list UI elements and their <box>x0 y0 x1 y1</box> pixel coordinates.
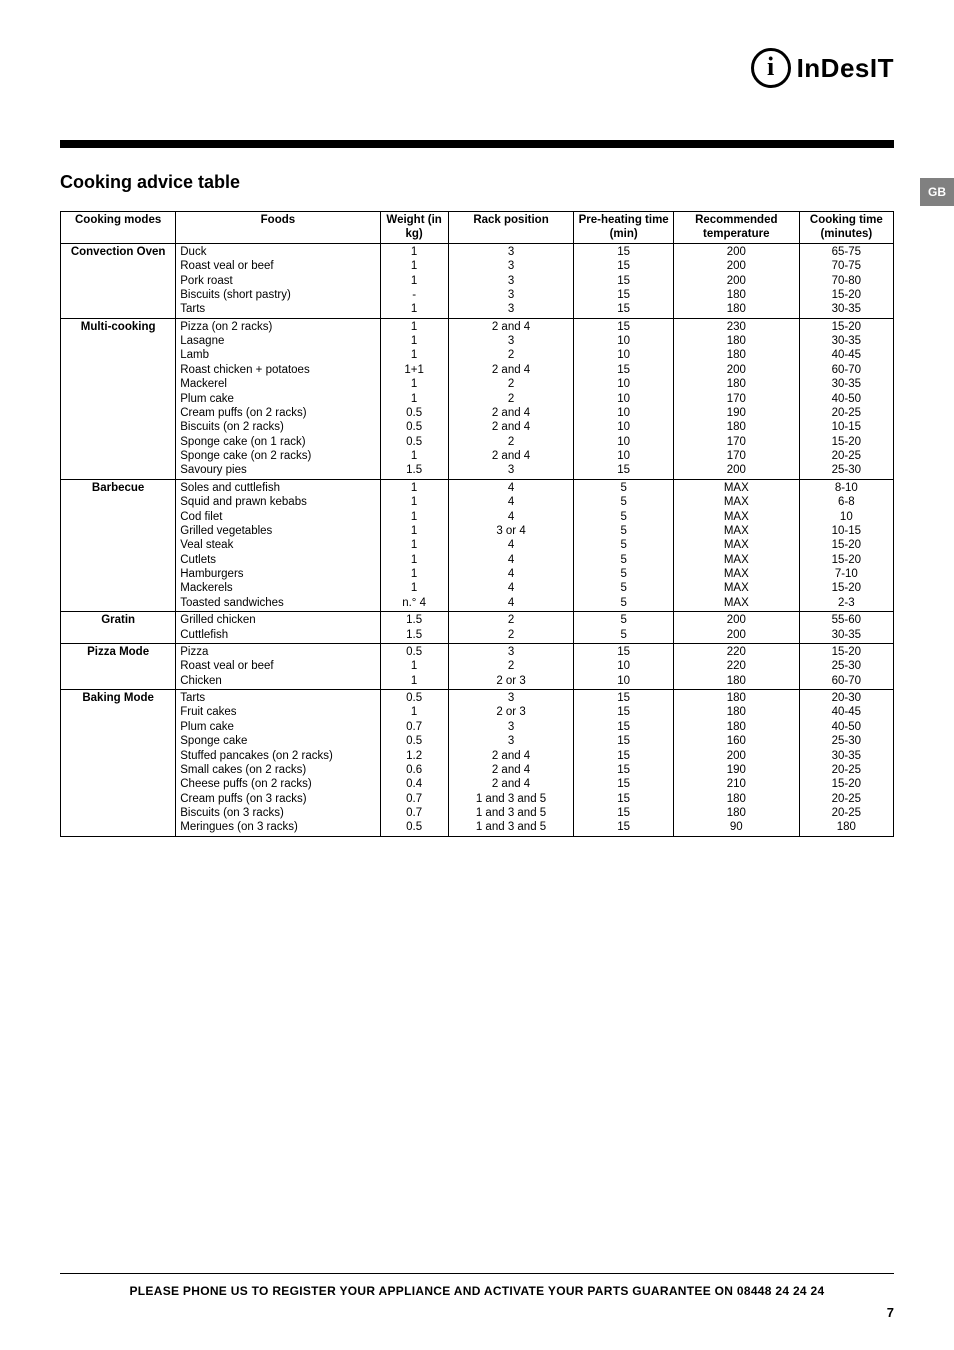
mode-cell: Barbecue <box>61 479 176 611</box>
footer-text: PLEASE PHONE US TO REGISTER YOUR APPLIAN… <box>20 1284 934 1298</box>
time-cell: 15-2030-3540-4560-7030-3540-5020-2510-15… <box>799 318 893 479</box>
preheat-cell: 1510101510101010101015 <box>574 318 674 479</box>
section-title: Cooking advice table <box>60 172 894 193</box>
temp-cell: 200200200180180 <box>673 243 799 318</box>
table-row: GratinGrilled chickenCuttlefish1.51.5225… <box>61 612 894 644</box>
weight-cell: 0.510.70.51.20.60.40.70.70.5 <box>380 690 448 837</box>
temp-cell: 230180180200180170190180170170200 <box>673 318 799 479</box>
th-mode: Cooking modes <box>61 212 176 244</box>
table-row: Convection OvenDuckRoast veal or beefPor… <box>61 243 894 318</box>
mode-cell: Pizza Mode <box>61 643 176 689</box>
weight-cell: 1.51.5 <box>380 612 448 644</box>
food-cell: PizzaRoast veal or beefChicken <box>176 643 380 689</box>
th-weight: Weight (in kg) <box>380 212 448 244</box>
rack-cell: 2 and 4322 and 4222 and 42 and 422 and 4… <box>448 318 574 479</box>
th-foods: Foods <box>176 212 380 244</box>
th-temp: Recommended temperature <box>673 212 799 244</box>
temp-cell: 220220180 <box>673 643 799 689</box>
table-row: Pizza ModePizzaRoast veal or beefChicken… <box>61 643 894 689</box>
th-preheat: Pre-heating time (min) <box>574 212 674 244</box>
time-cell: 20-3040-4540-5025-3030-3520-2515-2020-25… <box>799 690 893 837</box>
preheat-cell: 55 <box>574 612 674 644</box>
table-row: Multi-cookingPizza (on 2 racks)LasagneLa… <box>61 318 894 479</box>
mode-cell: Gratin <box>61 612 176 644</box>
rack-cell: 33333 <box>448 243 574 318</box>
table-body: Convection OvenDuckRoast veal or beefPor… <box>61 243 894 836</box>
mode-cell: Baking Mode <box>61 690 176 837</box>
rack-cell: 32 or 3332 and 42 and 42 and 41 and 3 an… <box>448 690 574 837</box>
time-cell: 15-2025-3060-70 <box>799 643 893 689</box>
weight-cell: 11111111n.° 4 <box>380 479 448 611</box>
rack-cell: 22 <box>448 612 574 644</box>
time-cell: 8-106-81010-1515-2015-207-1015-202-3 <box>799 479 893 611</box>
temp-cell: MAXMAXMAXMAXMAXMAXMAXMAXMAX <box>673 479 799 611</box>
preheat-cell: 15151515151515151515 <box>574 690 674 837</box>
food-cell: Grilled chickenCuttlefish <box>176 612 380 644</box>
language-tab: GB <box>920 178 954 206</box>
brand-icon: i <box>751 48 791 88</box>
mode-cell: Convection Oven <box>61 243 176 318</box>
th-rack: Rack position <box>448 212 574 244</box>
weight-cell: 0.511 <box>380 643 448 689</box>
food-cell: Soles and cuttlefishSquid and prawn keba… <box>176 479 380 611</box>
food-cell: DuckRoast veal or beefPork roastBiscuits… <box>176 243 380 318</box>
time-cell: 55-6030-35 <box>799 612 893 644</box>
table-row: BarbecueSoles and cuttlefishSquid and pr… <box>61 479 894 611</box>
table-head: Cooking modes Foods Weight (in kg) Rack … <box>61 212 894 244</box>
time-cell: 65-7570-7570-8015-2030-35 <box>799 243 893 318</box>
temp-cell: 18018018016020019021018018090 <box>673 690 799 837</box>
cooking-advice-table: Cooking modes Foods Weight (in kg) Rack … <box>60 211 894 837</box>
preheat-cell: 555555555 <box>574 479 674 611</box>
temp-cell: 200200 <box>673 612 799 644</box>
mode-cell: Multi-cooking <box>61 318 176 479</box>
food-cell: TartsFruit cakesPlum cakeSponge cakeStuf… <box>176 690 380 837</box>
th-time: Cooking time (minutes) <box>799 212 893 244</box>
header-rule <box>60 140 894 148</box>
footer-rule <box>60 1273 894 1274</box>
preheat-cell: 151010 <box>574 643 674 689</box>
weight-cell: 111-1 <box>380 243 448 318</box>
food-cell: Pizza (on 2 racks)LasagneLambRoast chick… <box>176 318 380 479</box>
page-number: 7 <box>887 1305 894 1320</box>
rack-cell: 4443 or 444444 <box>448 479 574 611</box>
weight-cell: 1111+1110.50.50.511.5 <box>380 318 448 479</box>
preheat-cell: 1515151515 <box>574 243 674 318</box>
table-row: Baking ModeTartsFruit cakesPlum cakeSpon… <box>61 690 894 837</box>
brand-name: InDesIT <box>797 53 894 84</box>
rack-cell: 322 or 3 <box>448 643 574 689</box>
brand-logo: i InDesIT <box>751 48 894 88</box>
